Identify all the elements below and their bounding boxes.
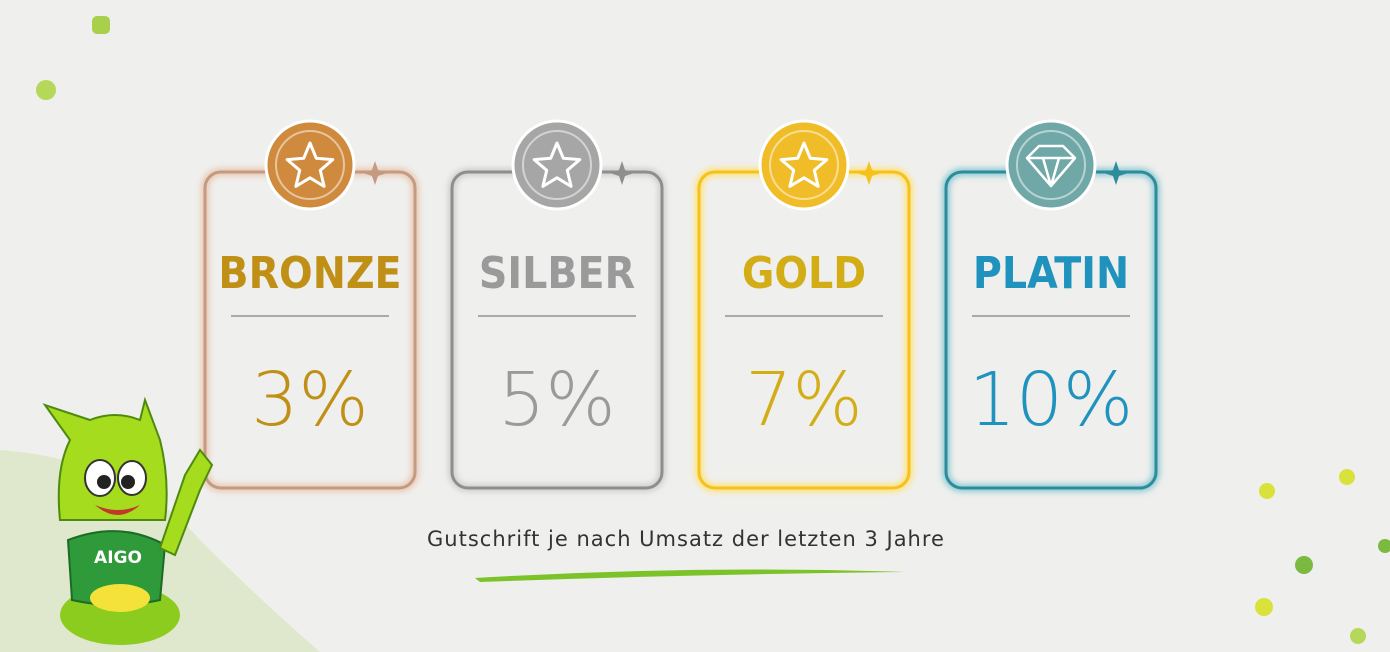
caption: Gutschrift je nach Umsatz der letzten 3 … [427, 527, 945, 551]
badge [1005, 119, 1097, 211]
badge [758, 119, 850, 211]
tier-name: PLATIN [973, 248, 1129, 299]
diamond-icon [1025, 144, 1077, 188]
star-icon [285, 141, 335, 188]
star-icon [532, 141, 582, 188]
mascot-shirt-text: AIGO [94, 548, 142, 568]
tier-name: SILBER [479, 248, 635, 299]
sparkle [1104, 161, 1128, 185]
tier-card: BRONZE 3% [201, 119, 419, 492]
badge-inner [1016, 130, 1086, 200]
badge-inner [769, 130, 839, 200]
decoration-dots [36, 16, 1390, 644]
tier-card: PLATIN 10% [942, 119, 1160, 492]
tier-cards: BRONZE 3% SILBER 5% GOLD 7% PLATIN 10% [201, 119, 1160, 492]
tier-card: SILBER 5% [448, 119, 666, 492]
sparkle [610, 161, 634, 185]
tier-percent: 5% [498, 357, 615, 443]
badge [511, 119, 603, 211]
star-icon [779, 141, 829, 188]
badge [264, 119, 356, 211]
tier-card: GOLD 7% [695, 119, 913, 492]
tier-percent: 10% [969, 357, 1133, 443]
tier-percent: 3% [251, 357, 368, 443]
sparkle [363, 161, 387, 185]
brush-stroke [475, 569, 905, 582]
tier-name: GOLD [742, 248, 866, 299]
badge-inner [275, 130, 345, 200]
tier-name: BRONZE [218, 248, 401, 299]
mascot: AIGO [42, 396, 214, 645]
badge-inner [522, 130, 592, 200]
tier-percent: 7% [745, 357, 862, 443]
sparkle [857, 161, 881, 185]
